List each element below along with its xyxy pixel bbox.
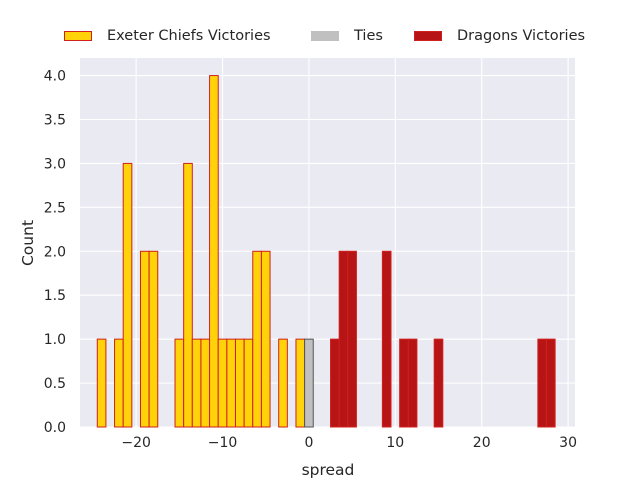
bar-series-0 [260,250,271,428]
legend-item-ties: Ties [311,22,383,50]
bar-series-0 [226,338,236,428]
bar-series-0 [191,338,202,428]
bar-series-0 [96,338,107,428]
x-tick-label: −10 [208,435,238,451]
legend-swatch-exeter [64,31,92,41]
bar-series-0 [295,338,306,428]
bar-series-2 [545,338,556,428]
bar-series-0 [234,338,245,428]
y-tick-label: 3.5 [44,113,66,129]
legend-label-exeter: Exeter Chiefs Victories [107,28,271,44]
x-tick-label: 0 [304,435,313,451]
bar-series-1 [304,338,314,428]
bar-series-0 [200,338,211,428]
bar-series-2 [330,338,340,428]
bar-series-0 [252,250,262,428]
bar-series-2 [338,250,349,428]
legend: Exeter Chiefs Victories Ties Dragons Vic… [0,22,640,50]
x-axis-ticks: −20 −10 0 10 20 30 [121,435,577,451]
bar-series-2 [399,338,409,428]
x-tick-label: 10 [386,435,404,451]
x-tick-label: 30 [559,435,577,451]
bar-series-0 [174,338,185,428]
legend-item-dragons: Dragons Victories [414,22,585,50]
bar-series-2 [347,250,357,428]
y-tick-label: 1.0 [44,332,66,348]
bar-series-2 [537,338,547,428]
x-axis-label: spread [302,461,355,479]
y-tick-label: 4.0 [44,69,66,85]
bar-series-0 [139,250,150,428]
y-tick-label: 0.5 [44,376,66,392]
bar-series-0 [148,250,159,428]
legend-item-exeter: Exeter Chiefs Victories [64,22,271,50]
bar-series-0 [114,338,124,428]
bar-series-2 [381,250,392,428]
bar-series-0 [243,338,254,428]
x-tick-label: −20 [121,435,151,451]
y-tick-label: 1.5 [44,288,66,304]
bar-series-2 [407,338,418,428]
bars [96,75,556,428]
bar-series-2 [433,338,444,428]
legend-swatch-ties [311,31,339,41]
y-tick-label: 2.0 [44,244,66,260]
y-axis-ticks: 0.0 0.5 1.0 1.5 2.0 2.5 3.0 3.5 4.0 [44,69,66,436]
bar-series-0 [122,162,133,428]
y-tick-label: 3.0 [44,156,66,172]
bar-series-0 [278,338,288,428]
grid-lines [80,58,575,428]
bar-series-0 [217,338,228,428]
legend-swatch-dragons [414,31,442,41]
y-axis-label: Count [19,220,37,266]
x-tick-label: 20 [473,435,491,451]
bar-series-0 [209,75,219,428]
legend-label-ties: Ties [354,28,383,44]
y-tick-label: 2.5 [44,200,66,216]
bar-series-0 [183,162,193,428]
legend-label-dragons: Dragons Victories [457,28,586,44]
y-tick-label: 0.0 [44,420,66,436]
